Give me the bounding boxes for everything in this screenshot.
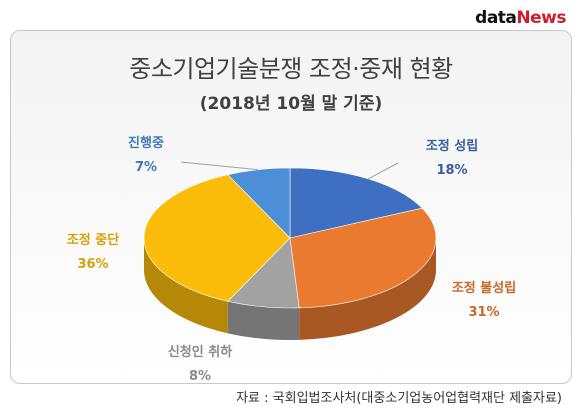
pie-sides bbox=[144, 238, 436, 340]
chart-title: 중소기업기술분쟁 조정·중재 현황 bbox=[129, 55, 453, 83]
pie-slice-조정-중단 bbox=[143, 174, 291, 302]
slice-value-조정-중단: 36% bbox=[77, 257, 108, 272]
slice-labels: 조정 성립 18% 조정 불성립 31% 신청인 취하 8% 조정 중단 36% 진행중 7% bbox=[67, 135, 516, 384]
brand-logo-part2: News bbox=[516, 8, 566, 28]
brand-logo: dataNews bbox=[475, 8, 566, 28]
slice-label-신청인-취하: 신청인 취하 bbox=[168, 344, 232, 360]
pie-side-신청인-취하 bbox=[227, 301, 300, 340]
pie-slices bbox=[143, 167, 437, 309]
slice-value-진행중: 7% bbox=[135, 160, 157, 175]
pie-slice-조정-불성립 bbox=[289, 207, 437, 309]
pie-slice-조정-성립 bbox=[289, 167, 423, 239]
slice-value-신청인-취하: 8% bbox=[189, 369, 211, 384]
slice-label-진행중: 진행중 bbox=[128, 135, 164, 151]
pie-slice-진행중 bbox=[227, 167, 291, 239]
slice-value-조정-성립: 18% bbox=[436, 163, 467, 178]
leader-line-진행중 bbox=[180, 161, 259, 171]
leader-line-조정-성립 bbox=[367, 162, 399, 180]
pie-side-조정-불성립 bbox=[299, 238, 436, 340]
slice-label-조정-불성립: 조정 불성립 bbox=[452, 280, 516, 296]
slice-label-조정-성립: 조정 성립 bbox=[426, 138, 478, 154]
leader-lines bbox=[180, 161, 399, 180]
chart-subtitle: (2018년 10월 말 기준) bbox=[199, 94, 383, 114]
source-note: 자료 : 국회입법조사처(대중소기업농어업협력재단 제출자료) bbox=[236, 391, 562, 406]
pie-side-조정-중단 bbox=[144, 238, 228, 334]
slice-label-조정-중단: 조정 중단 bbox=[67, 232, 119, 248]
brand-logo-part1: data bbox=[475, 8, 517, 28]
slice-value-조정-불성립: 31% bbox=[468, 305, 499, 320]
